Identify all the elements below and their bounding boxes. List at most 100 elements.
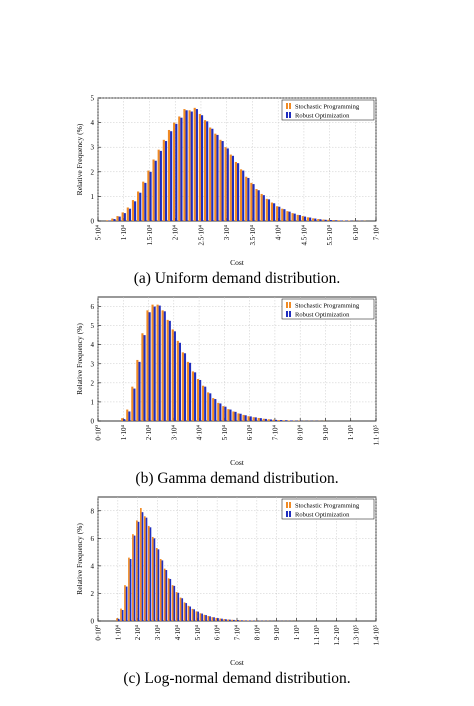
bar-c-s2 (201, 614, 203, 621)
bar-a-s1 (328, 220, 330, 221)
bar-b-s1 (151, 305, 153, 421)
x-tick-label-b: 3·10⁴ (170, 424, 178, 440)
bar-a-s2 (273, 203, 275, 221)
bar-a-s1 (137, 191, 139, 221)
y-tick-label-a: 2 (91, 168, 95, 176)
bar-c-s1 (243, 620, 245, 621)
bar-a-s1 (266, 199, 268, 221)
bar-b-s1 (227, 409, 229, 421)
bar-a-s2 (325, 220, 327, 221)
bar-a-s2 (155, 161, 157, 221)
bar-c-s2 (126, 587, 128, 621)
bar-c-s1 (208, 616, 210, 621)
y-tick-label-c: 6 (91, 535, 95, 543)
bar-a-s2 (134, 201, 136, 221)
legend-label-b: Stochastic Programming (295, 303, 360, 310)
bar-c-s2 (217, 618, 219, 621)
x-tick-label-c: 0·10⁰ (95, 625, 103, 641)
bar-b-s2 (143, 335, 145, 421)
bar-b-s1 (121, 418, 123, 421)
bar-a-s1 (122, 212, 124, 221)
y-axis-label-a: Relative Frequency (%) (75, 123, 84, 195)
bar-a-s1 (158, 150, 160, 221)
bar-b-s1 (187, 362, 189, 421)
legend-swatch-a (286, 112, 288, 118)
bar-a-s2 (304, 217, 306, 221)
x-tick-label-c: 2·10⁴ (134, 624, 142, 640)
y-tick-label-b: 5 (91, 322, 95, 330)
bar-a-s1 (183, 109, 185, 221)
bar-a-s2 (278, 207, 280, 221)
bar-c-s1 (204, 615, 206, 621)
bar-a-s2 (160, 151, 162, 221)
legend-label-a: Robust Optimization (295, 113, 350, 120)
y-tick-label-c: 2 (91, 590, 95, 598)
bar-c-s2 (209, 616, 211, 621)
x-tick-label-b: 2·10⁴ (145, 424, 153, 440)
bar-a-s2 (309, 218, 311, 221)
x-tick-label-c: 4·10⁴ (174, 624, 182, 640)
bar-c-s2 (233, 620, 235, 621)
bar-b-s2 (290, 420, 292, 421)
x-tick-label-a: 3·10⁴ (223, 224, 231, 240)
bar-a-s1 (312, 218, 314, 221)
bar-a-s2 (211, 129, 213, 221)
legend-swatch-b (286, 302, 288, 308)
caption-a: (a) Uniform demand distribution. (0, 270, 474, 288)
bar-b-s2 (149, 312, 151, 421)
bar-c-s1 (148, 526, 150, 621)
legend-label-c: Stochastic Programming (295, 503, 360, 510)
bar-a-s1 (255, 189, 257, 221)
bar-a-s1 (230, 155, 232, 221)
bar-b-s1 (136, 360, 138, 421)
bar-b-s1 (141, 333, 143, 421)
bar-b-s2 (250, 416, 252, 421)
bar-c-s2 (241, 620, 243, 621)
bar-c-s1 (227, 619, 229, 621)
bar-b-s2 (214, 399, 216, 421)
x-tick-label-c: 5·10⁴ (194, 624, 202, 640)
bar-a-s1 (245, 177, 247, 221)
bar-c-s2 (142, 512, 144, 621)
bar-a-s2 (129, 209, 131, 221)
bar-b-s1 (182, 352, 184, 421)
x-tick-label-b: 4·10⁴ (196, 424, 204, 440)
x-tick-label-c: 6·10⁴ (214, 624, 222, 640)
x-tick-label-b: 5·10⁴ (221, 424, 229, 440)
bar-a-s1 (281, 209, 283, 221)
bar-c-s1 (140, 508, 142, 621)
bar-b-s1 (258, 418, 260, 421)
bar-a-s1 (152, 160, 154, 222)
caption-b: (b) Gamma demand distribution. (0, 470, 474, 488)
bar-a-s1 (132, 200, 134, 221)
bar-c-s2 (197, 612, 199, 621)
bar-c-s1 (124, 585, 126, 621)
x-tick-label-a: 6·10⁴ (352, 224, 360, 240)
bar-b-s1 (253, 417, 255, 421)
bar-b-s1 (237, 413, 239, 421)
legend-swatch-a (289, 112, 291, 118)
bar-b-s1 (192, 371, 194, 421)
y-tick-label-a: 4 (91, 119, 95, 127)
x-tick-label-a: 5.5·10⁴ (326, 224, 334, 245)
y-tick-label-b: 4 (91, 341, 95, 349)
bar-c-s1 (200, 613, 202, 621)
x-tick-label-a: 5·10⁴ (95, 224, 103, 240)
bar-a-s1 (307, 217, 309, 221)
legend-swatch-c (289, 502, 291, 508)
bar-a-s1 (333, 220, 335, 221)
y-tick-label-c: 0 (91, 618, 95, 626)
bar-b-s2 (265, 419, 267, 421)
bar-b-s1 (217, 403, 219, 421)
bar-b-s2 (245, 415, 247, 421)
bar-a-s1 (147, 171, 149, 221)
bar-c-s1 (188, 606, 190, 621)
y-tick-label-a: 0 (91, 218, 95, 226)
x-tick-label-b: 1·10⁵ (347, 424, 355, 440)
bar-b-s2 (123, 419, 125, 421)
x-tick-label-c: 3·10⁴ (154, 624, 162, 640)
bar-c-s2 (130, 559, 132, 621)
bar-b-s1 (222, 406, 224, 421)
bar-b-s2 (133, 389, 135, 421)
bar-b-s2 (240, 414, 242, 421)
